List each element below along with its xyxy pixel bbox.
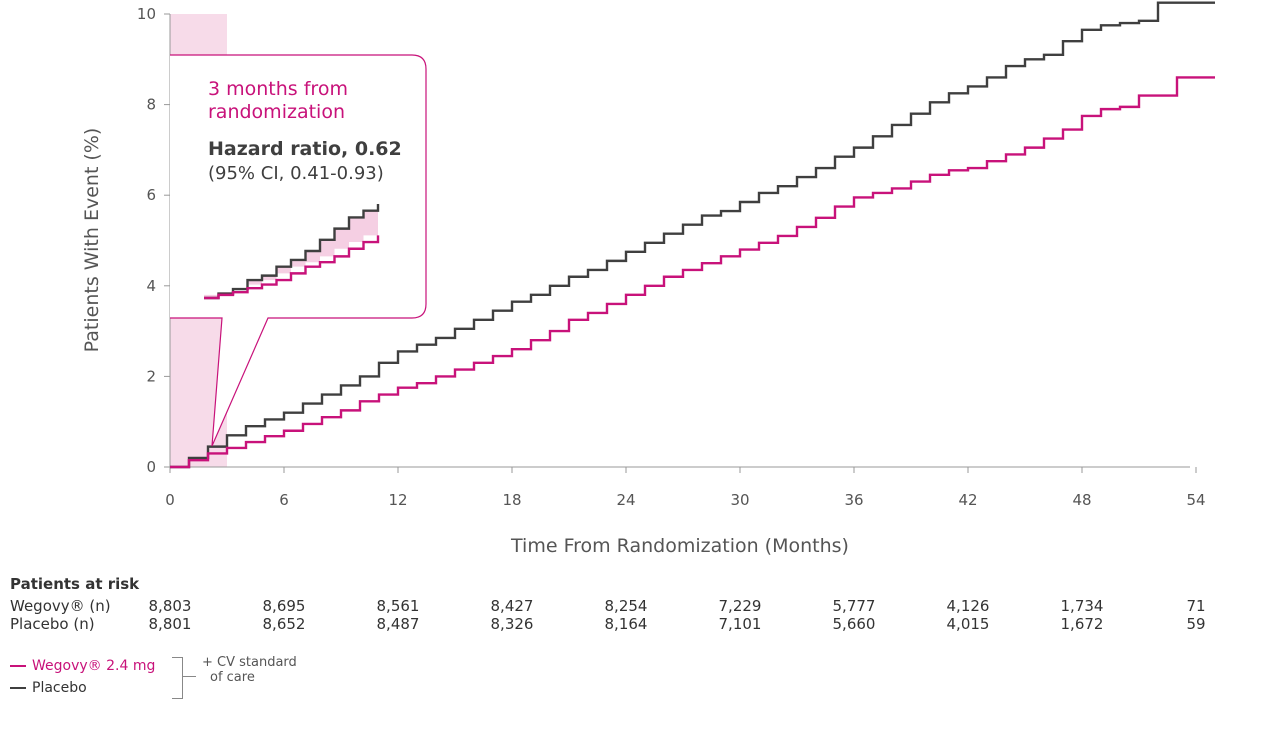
y-tick-label: 2: [146, 367, 156, 385]
risk-value: 5,777: [832, 597, 876, 615]
risk-row-placebo: Placebo (n) 8,801 8,652 8,487 8,326 8,164 7,1…: [10, 615, 1270, 633]
risk-value: 8,427: [490, 597, 534, 615]
x-tick-label: 0: [165, 491, 175, 509]
y-tick-label: 8: [146, 96, 156, 114]
patients-at-risk-table: Patients at risk Wegovy® (n) 8,803 8,695 8…: [10, 575, 1280, 635]
risk-value: 59: [1186, 615, 1206, 633]
legend-label: Placebo: [32, 680, 87, 696]
series-layer: [170, 1, 1215, 469]
legend-note: + CV standard of care: [202, 655, 322, 685]
x-tick-label: 12: [388, 491, 407, 509]
x-tick-label: 42: [958, 491, 977, 509]
y-axis-title: Patients With Event (%): [81, 128, 103, 353]
risk-row-label: Wegovy® (n): [10, 597, 111, 615]
risk-value: 8,164: [604, 615, 648, 633]
risk-row-label: Placebo (n): [10, 615, 95, 633]
risk-value: 71: [1186, 597, 1206, 615]
risk-value: 7,101: [718, 615, 762, 633]
callout-bubble: [170, 54, 427, 447]
risk-table-title: Patients at risk: [10, 575, 140, 593]
risk-value: 8,561: [376, 597, 420, 615]
callout-ci: (95% CI, 0.41-0.93): [208, 163, 384, 184]
risk-value: 8,695: [262, 597, 306, 615]
x-tick-label: 36: [844, 491, 863, 509]
x-tick-label: 30: [730, 491, 749, 509]
risk-value: 8,326: [490, 615, 534, 633]
legend-note-line: + CV standard: [202, 655, 297, 670]
legend-bracket: [172, 657, 183, 699]
x-axis-title: Time From Randomization (Months): [510, 535, 849, 557]
risk-value: 8,803: [148, 597, 192, 615]
y-tick-label: 10: [137, 5, 156, 23]
risk-value: 4,126: [946, 597, 990, 615]
legend-swatch-placebo: [10, 687, 26, 689]
legend-item-placebo: Placebo: [10, 679, 87, 697]
y-tick-label: 4: [146, 277, 156, 295]
callout-title-line: randomization: [208, 101, 345, 123]
risk-value: 8,254: [604, 597, 648, 615]
x-tick-label: 48: [1072, 491, 1091, 509]
risk-value: 7,229: [718, 597, 762, 615]
callout-hazard-ratio: Hazard ratio, 0.62: [208, 138, 402, 160]
x-tick-label: 54: [1186, 491, 1205, 509]
legend-item-wegovy: Wegovy® 2.4 mg: [10, 657, 155, 675]
x-tick-label: 6: [279, 491, 289, 509]
risk-value: 1,734: [1060, 597, 1104, 615]
x-tick-label: 18: [502, 491, 521, 509]
risk-value: 8,652: [262, 615, 306, 633]
y-tick-label: 6: [146, 186, 156, 204]
series-line-wegovy: [170, 76, 1215, 469]
series-line-placebo: [170, 1, 1215, 469]
callout-title-line: 3 months from: [208, 78, 348, 100]
inset-line-wegovy: [204, 235, 380, 300]
risk-value: 8,801: [148, 615, 192, 633]
risk-value: 5,660: [832, 615, 876, 633]
risk-row-wegovy: Wegovy® (n) 8,803 8,695 8,561 8,427 8,254 7,2…: [10, 597, 1270, 615]
risk-value: 1,672: [1060, 615, 1104, 633]
y-tick-label: 0: [146, 458, 156, 476]
legend-bracket-tick: [182, 676, 196, 677]
legend-label: Wegovy® 2.4 mg: [32, 658, 156, 674]
inset-line-placebo: [204, 204, 380, 300]
legend-note-line: of care: [210, 670, 255, 685]
risk-value: 8,487: [376, 615, 420, 633]
risk-value: 4,015: [946, 615, 990, 633]
legend: Wegovy® 2.4 mg Placebo + CV standard of …: [10, 655, 330, 705]
legend-swatch-wegovy: [10, 665, 26, 667]
x-tick-label: 24: [616, 491, 635, 509]
